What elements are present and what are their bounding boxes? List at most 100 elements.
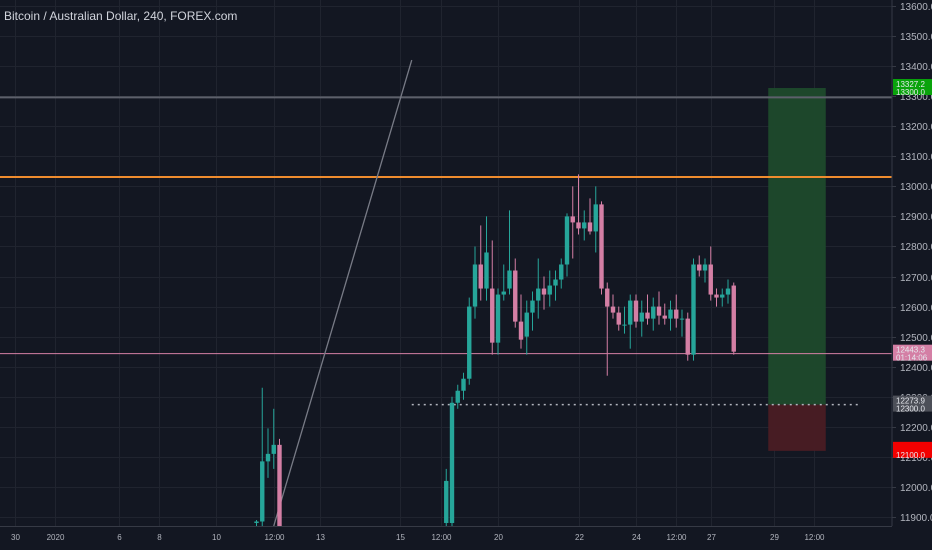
candle — [645, 294, 650, 325]
price-tag-sub: 12300.0 — [896, 405, 925, 414]
price-tick-label: 13500.0 — [900, 32, 932, 43]
price-tick-label: 12000.0 — [900, 483, 932, 494]
candle-body — [679, 318, 685, 320]
price-tick-label: 12200.0 — [900, 423, 932, 434]
candle — [662, 303, 667, 325]
candle — [576, 174, 581, 235]
candle-body — [513, 270, 518, 322]
candle-body — [639, 312, 644, 322]
time-tick-label: 6 — [117, 533, 122, 542]
candle — [530, 291, 535, 331]
stop-zone — [768, 404, 826, 451]
candle — [501, 264, 506, 301]
candle-body — [702, 264, 708, 271]
position-tool[interactable] — [768, 88, 826, 451]
candle — [668, 300, 673, 331]
candle — [616, 306, 621, 331]
time-tick-label: 12:00 — [804, 533, 825, 542]
time-axis[interactable]: 30 2020 6 8 10 12:00 13 15 12:00 20 22 24 12:00 27 29 1… — [0, 526, 932, 550]
candle — [570, 186, 575, 259]
time-tick-label: 22 — [575, 533, 584, 542]
candle-body — [582, 222, 587, 229]
candle — [518, 294, 524, 349]
candle — [455, 384, 460, 409]
candle — [541, 276, 547, 310]
candle — [599, 201, 604, 295]
price-tag-box — [893, 79, 932, 96]
time-tick-label: 12:00 — [431, 533, 452, 542]
candle-body — [668, 309, 673, 319]
price-tick-label: 13100.0 — [900, 152, 932, 163]
candle — [582, 210, 587, 241]
candle-body — [714, 294, 719, 298]
candle — [605, 282, 610, 376]
candle — [725, 279, 731, 304]
time-tick-label: 8 — [157, 533, 162, 542]
candle — [731, 282, 736, 355]
candle — [490, 240, 495, 355]
time-tick-label: 15 — [396, 533, 405, 542]
candle-body — [616, 312, 621, 325]
candle-body — [731, 285, 736, 352]
candle — [622, 306, 627, 334]
price-tick-label: 13300.0 — [900, 92, 932, 103]
time-tick-label: 10 — [212, 533, 221, 542]
candle-body — [547, 285, 552, 295]
candle — [559, 258, 564, 289]
candle-body — [490, 288, 495, 343]
candle-body — [449, 402, 455, 523]
price-tags: 13327.213300.012443.301:14:0612273.91230… — [893, 79, 932, 460]
candle-body — [530, 300, 535, 313]
price-tag-sub: 12100.0 — [896, 451, 925, 460]
candle-body — [444, 480, 449, 523]
price-tick-label: 12100.0 — [900, 453, 932, 464]
candle — [449, 396, 455, 530]
candle-body — [645, 312, 650, 319]
candle-body — [593, 204, 598, 232]
candle-body — [708, 264, 713, 295]
candle — [639, 300, 644, 337]
candle-body — [467, 306, 472, 379]
candle-body — [720, 294, 725, 298]
candle — [444, 468, 449, 530]
price-tick-label: 13000.0 — [900, 182, 932, 193]
candle — [495, 288, 501, 355]
time-tick-label: 30 — [11, 533, 20, 542]
candle-body — [559, 264, 564, 280]
candle — [484, 216, 489, 301]
price-tick-label: 12400.0 — [900, 363, 932, 374]
time-tick-label: 12:00 — [264, 533, 285, 542]
candle-body — [662, 315, 667, 319]
candle-body — [455, 390, 460, 403]
price-tag-box — [893, 395, 932, 412]
candle — [633, 294, 639, 328]
candle-body — [495, 294, 501, 343]
candle-body — [507, 270, 512, 289]
candle-body — [260, 461, 265, 522]
price-tag-box — [893, 344, 932, 361]
candle-body — [478, 264, 483, 289]
price-tag-box — [893, 441, 932, 458]
candle — [513, 258, 518, 328]
candle — [478, 225, 483, 301]
price-tick-label: 11900.0 — [900, 513, 932, 524]
time-tick-label: 24 — [632, 533, 641, 542]
candle — [536, 258, 541, 319]
candle — [564, 213, 570, 277]
price-tick-label: 12900.0 — [900, 212, 932, 223]
target-zone — [768, 88, 826, 405]
drawing-lines[interactable] — [0, 59, 892, 527]
time-tick-label: 20 — [494, 533, 503, 542]
candle — [265, 428, 271, 478]
candle — [587, 198, 593, 235]
candle-body — [518, 321, 524, 340]
symbol-title[interactable]: Bitcoin / Australian Dollar, 240, FOREX.… — [4, 9, 238, 23]
time-tick-label: 13 — [316, 533, 325, 542]
price-tick-label: 12500.0 — [900, 333, 932, 344]
candle-body — [610, 306, 616, 313]
price-tick-label: 12800.0 — [900, 242, 932, 253]
candle — [656, 291, 662, 325]
candle — [697, 255, 702, 277]
